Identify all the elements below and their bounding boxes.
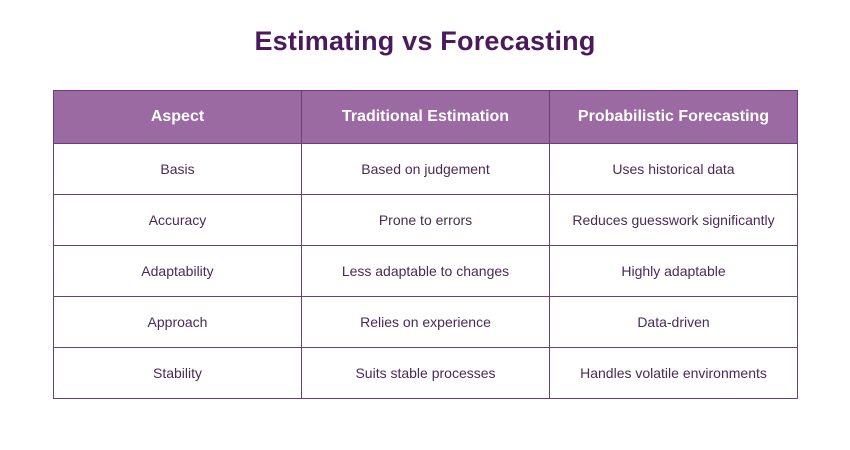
row-traditional-cell: Suits stable processes [301, 347, 550, 399]
row-traditional-cell: Prone to errors [301, 194, 550, 246]
row-traditional-cell: Less adaptable to changes [301, 245, 550, 297]
row-aspect-cell: Adaptability [53, 245, 302, 297]
table-row: Basis Based on judgement Uses historical… [53, 143, 798, 195]
row-aspect-cell: Accuracy [53, 194, 302, 246]
row-traditional-cell: Relies on experience [301, 296, 550, 348]
header-aspect: Aspect [53, 90, 302, 144]
table-row: Approach Relies on experience Data-drive… [53, 296, 798, 348]
row-traditional-cell: Based on judgement [301, 143, 550, 195]
row-probabilistic-cell: Handles volatile environments [549, 347, 798, 399]
row-probabilistic-cell: Reduces guesswork significantly [549, 194, 798, 246]
header-traditional-estimation: Traditional Estimation [301, 90, 550, 144]
row-probabilistic-cell: Data-driven [549, 296, 798, 348]
table-row: Accuracy Prone to errors Reduces guesswo… [53, 194, 798, 246]
row-probabilistic-cell: Highly adaptable [549, 245, 798, 297]
table-row: Stability Suits stable processes Handles… [53, 347, 798, 399]
row-probabilistic-cell: Uses historical data [549, 143, 798, 195]
row-aspect-cell: Basis [53, 143, 302, 195]
page-title: Estimating vs Forecasting [254, 26, 596, 56]
row-aspect-cell: Approach [53, 296, 302, 348]
table-row: Adaptability Less adaptable to changes H… [53, 245, 798, 297]
table-header-row: Aspect Traditional Estimation Probabilis… [53, 90, 798, 144]
comparison-table: Aspect Traditional Estimation Probabilis… [53, 90, 798, 399]
row-aspect-cell: Stability [53, 347, 302, 399]
header-probabilistic-forecasting: Probabilistic Forecasting [549, 90, 798, 144]
